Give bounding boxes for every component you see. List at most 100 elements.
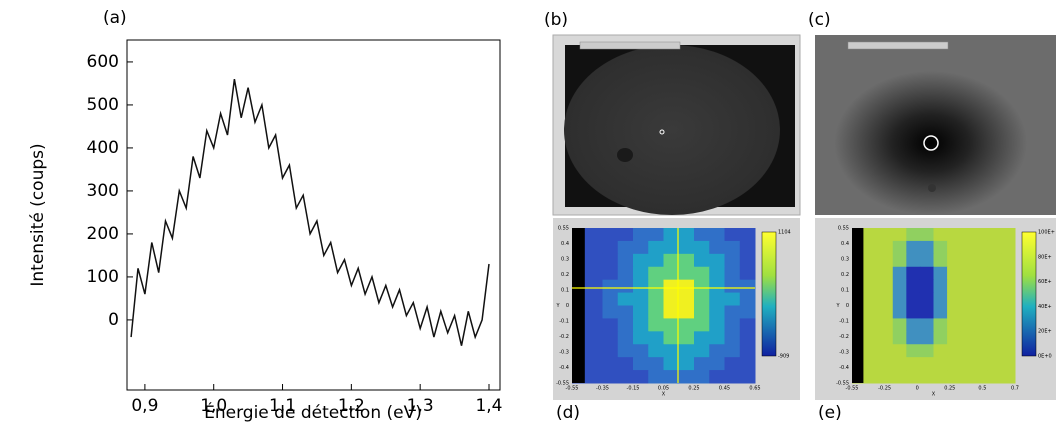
y-tick-label: 300 [87, 181, 119, 201]
heatmap-cell [865, 240, 880, 255]
heatmap-cell [694, 266, 710, 281]
heatmap-cell [960, 305, 975, 319]
heatmap-cell [865, 228, 880, 242]
heatmap-cell [648, 240, 664, 255]
x-tick-label: -0.55 [846, 386, 859, 392]
heatmap-cell [919, 266, 934, 281]
heatmap-cell [947, 228, 962, 242]
heatmap-cell [1001, 357, 1016, 371]
heatmap-cell [919, 318, 934, 332]
heatmap-cell [739, 344, 756, 358]
heatmap-cell [739, 266, 756, 281]
heatmap-cell [919, 228, 934, 242]
heatmap-cell [678, 305, 695, 319]
heatmap-cell [709, 305, 725, 319]
y-tick-label: -0.1 [559, 319, 569, 325]
y-tick-label: 0.3 [841, 257, 849, 263]
x-axis-label: Énergie de détection (eV) [204, 401, 422, 423]
heatmap-cell [648, 292, 664, 306]
heatmap-cell [617, 370, 634, 384]
x-tick-label: 0.7 [1011, 386, 1019, 392]
heatmap-cell [960, 228, 975, 242]
heatmap-cell [602, 253, 619, 268]
heatmap-cell [602, 357, 619, 371]
heatmap-cell [947, 292, 962, 306]
heatmap-cell [617, 266, 634, 281]
colorbar [761, 231, 777, 357]
heatmap-cell [974, 228, 989, 242]
colorbar-label: 60E+ [1038, 279, 1052, 285]
heatmap-cell [648, 305, 664, 319]
y-tick-label: 0.3 [561, 257, 569, 263]
heatmap-cell [648, 266, 664, 281]
y-tick-label: 0 [108, 310, 119, 330]
heatmap-cell [709, 253, 725, 268]
x-axis-label: X [932, 392, 936, 398]
heatmap-cell [663, 279, 680, 294]
heatmap-cell [663, 357, 680, 371]
heatmap-cell [892, 240, 907, 255]
heatmap-cell [617, 253, 634, 268]
heatmap-cell [694, 370, 710, 384]
heatmap-cell [906, 292, 921, 306]
heatmap-cell [892, 292, 907, 306]
heatmap-cell [739, 279, 756, 294]
heatmap-cell [960, 344, 975, 358]
heatmap-cell [892, 228, 907, 242]
heatmap-cell [678, 292, 695, 306]
heatmap-cell [739, 331, 756, 345]
heatmap-cell [960, 331, 975, 345]
heatmap-cell [1001, 305, 1016, 319]
y-tick-label: 0.4 [561, 241, 569, 247]
heatmap-cell [587, 357, 603, 371]
x-axis-label: X [662, 392, 666, 398]
heatmap-mask [852, 228, 864, 383]
heatmap-cell [947, 357, 962, 371]
heatmap-cell [587, 266, 603, 281]
plot-frame [126, 39, 501, 391]
heatmap-cell [587, 370, 603, 384]
heatmap-cell [879, 331, 894, 345]
heatmap-cell [678, 253, 695, 268]
heatmap-cell [933, 344, 948, 358]
heatmap-cell [678, 318, 695, 332]
heatmap-cell [947, 279, 962, 294]
heatmap-cell [678, 331, 695, 345]
heatmap-cell [633, 318, 649, 332]
heatmap-cell [709, 240, 725, 255]
heatmap-cell [892, 331, 907, 345]
y-tick-label: 0 [846, 303, 849, 309]
x-tick-label: 0.65 [749, 386, 760, 392]
heatmap-cell [987, 240, 1002, 255]
heatmap-cell [933, 228, 948, 242]
heatmap-cell [987, 344, 1002, 358]
heatmap-cell [739, 318, 756, 332]
heatmap-cell [1001, 344, 1016, 358]
heatmap-cell [648, 279, 664, 294]
heatmap-cell [879, 357, 894, 371]
x-tick-label: -0.35 [596, 386, 609, 392]
heatmap-cell [933, 357, 948, 371]
heatmap-cell [648, 331, 664, 345]
heatmap-cell [648, 344, 664, 358]
heatmap-cell [919, 331, 934, 345]
y-tick-label: 100 [87, 267, 119, 287]
panel-label: (c) [808, 10, 831, 30]
panel-label: (e) [818, 403, 842, 423]
heatmap-cell [633, 253, 649, 268]
heatmap-cell [724, 357, 741, 371]
heatmap-cell [933, 318, 948, 332]
heatmap-cell [663, 253, 680, 268]
heatmap-cell [648, 228, 664, 242]
heatmap-cell [1001, 266, 1016, 281]
colorbar-label: 80E+ [1038, 254, 1052, 260]
heatmap-cell [865, 357, 880, 371]
heatmap-cell [879, 305, 894, 319]
heatmap-cell [879, 266, 894, 281]
heatmap-cell [960, 253, 975, 268]
heatmap-cell [879, 344, 894, 358]
heatmap-cell [617, 292, 634, 306]
heatmap-mask [572, 228, 585, 383]
heatmap-cell [587, 253, 603, 268]
heatmap-cell [892, 357, 907, 371]
